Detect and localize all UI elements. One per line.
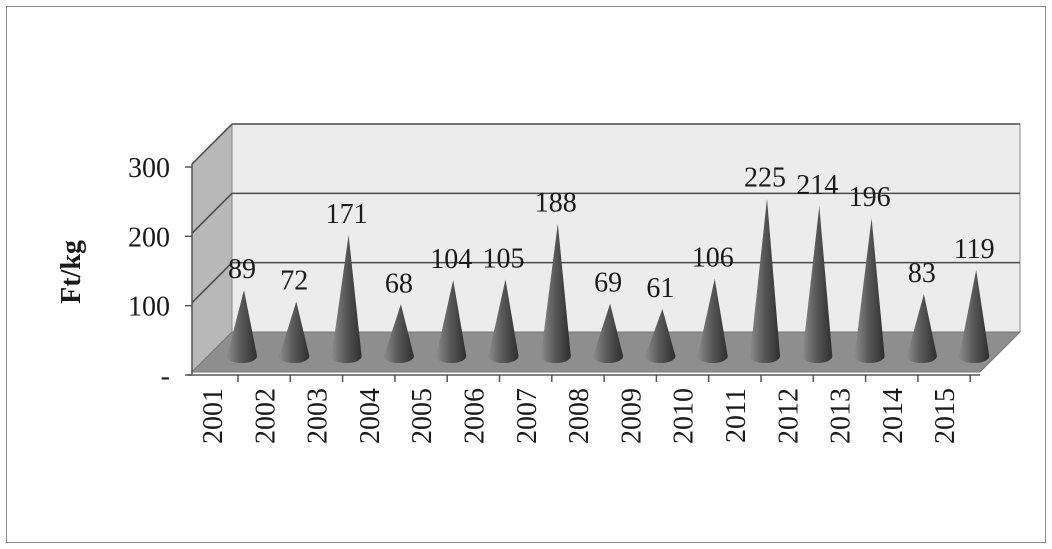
cone-bar-2005 (436, 280, 467, 363)
y-axis-ticks: - 100 200 300 (128, 153, 192, 392)
cone-bar-2003 (331, 234, 362, 363)
cone-bar-2004 (383, 304, 414, 363)
cone-bar-2011 (750, 198, 780, 363)
cone-bar-2009 (645, 308, 676, 363)
y-tick-label: - (161, 361, 170, 392)
cone-body (645, 308, 676, 363)
x-tick-label: 2011 (721, 388, 752, 443)
bar-series (227, 198, 990, 363)
x-tick-label: 2003 (303, 388, 334, 444)
data-label-2002: 72 (280, 266, 308, 297)
x-tick-label: 2014 (878, 388, 909, 444)
cone-body (279, 301, 310, 363)
x-tick-label: 2015 (930, 388, 961, 444)
data-label-2014: 83 (908, 258, 936, 289)
side-wall (191, 122, 233, 374)
y-tick-label: 200 (128, 222, 170, 253)
gridline-side (191, 262, 233, 304)
data-label-2003: 171 (326, 199, 368, 230)
cone-body (854, 218, 885, 363)
cone-bar-2007 (540, 223, 571, 363)
data-label-2013: 196 (849, 182, 891, 213)
x-tick-label: 2008 (564, 388, 595, 444)
cone-bar-2015 (959, 269, 990, 363)
data-label-2001: 89 (228, 254, 256, 285)
cone-body (802, 206, 833, 363)
cone-body (906, 294, 937, 363)
cone-body (959, 269, 990, 363)
x-tick-label: 2004 (355, 388, 386, 444)
cone-body (331, 234, 362, 363)
x-tick-label: 2012 (773, 388, 804, 444)
data-label-2015: 119 (954, 234, 995, 265)
cone-body (227, 290, 257, 363)
cone-body (593, 303, 624, 363)
cone-body (697, 278, 728, 363)
data-label-2011: 225 (744, 163, 786, 194)
data-label-2009: 61 (646, 273, 674, 304)
data-labels: 89 72 171 68 104 105 188 69 61 106 225 214 196 83 119 (228, 163, 995, 304)
x-tick-label: 2013 (826, 388, 857, 444)
x-tick-label: 2006 (460, 388, 491, 444)
data-label-2006: 105 (483, 243, 525, 274)
cone-body (750, 198, 780, 363)
y-tick-label: 300 (128, 153, 170, 184)
gridline-side (191, 123, 233, 165)
y-axis-title: Ft/kg (56, 240, 87, 304)
x-tick-label: 2005 (407, 388, 438, 444)
cone-bar-2013 (854, 218, 885, 363)
x-tick-label: 2009 (616, 388, 647, 444)
cone-body (436, 280, 467, 363)
cone-bar-2002 (279, 301, 310, 363)
gridline-side (191, 192, 233, 234)
gridlines (191, 123, 1020, 304)
cone-body (540, 223, 571, 363)
cone-bar-2001 (227, 290, 257, 363)
data-label-2004: 68 (385, 268, 413, 299)
data-label-2005: 104 (430, 244, 472, 275)
cone-body (383, 304, 414, 363)
data-label-2008: 69 (594, 268, 622, 299)
cone-bar-2010 (697, 278, 728, 363)
cone-bar-2014 (906, 294, 937, 363)
cone-bar-2008 (593, 303, 624, 363)
data-label-2010: 106 (692, 243, 734, 274)
x-axis-ticks: 2001 2002 2003 2004 2005 2006 2007 2008 2009 2010… (198, 375, 971, 444)
x-tick-label: 2002 (250, 388, 281, 444)
cone-bar-2006 (488, 279, 519, 363)
x-tick-label: 2010 (669, 388, 700, 444)
data-label-2007: 188 (535, 188, 577, 219)
cone-body (488, 279, 519, 363)
data-label-2012: 214 (796, 170, 838, 201)
y-tick-label: 100 (128, 292, 170, 323)
cone-bar-2012 (802, 206, 833, 363)
x-tick-label: 2001 (198, 388, 229, 444)
x-tick-label: 2007 (512, 388, 543, 444)
